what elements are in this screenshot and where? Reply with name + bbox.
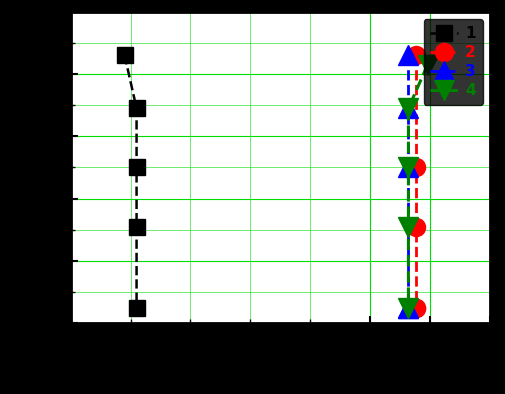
3	[406, 53, 412, 58]
X-axis label: Oxide breakdown field (MV/cm): Oxide breakdown field (MV/cm)	[133, 349, 428, 367]
1	[133, 165, 139, 170]
2	[413, 165, 419, 170]
4	[406, 165, 412, 170]
Line: 2: 2	[407, 46, 425, 316]
Line: 3: 3	[398, 46, 418, 317]
2	[413, 224, 419, 229]
2	[413, 305, 419, 310]
4	[406, 224, 412, 229]
4	[425, 62, 431, 67]
4	[406, 305, 412, 310]
1	[133, 224, 139, 229]
1	[133, 106, 139, 111]
Line: 4: 4	[398, 55, 437, 317]
3	[406, 165, 412, 170]
2	[413, 53, 419, 58]
1	[122, 53, 128, 58]
Line: 1: 1	[117, 48, 144, 315]
Y-axis label: Probability (%): Probability (%)	[12, 97, 30, 238]
3	[406, 305, 412, 310]
3	[406, 106, 412, 111]
4	[406, 106, 412, 111]
Legend: 1, 2, 3, 4: 1, 2, 3, 4	[424, 19, 483, 105]
2	[413, 305, 419, 310]
1	[133, 305, 139, 310]
3	[406, 305, 412, 310]
